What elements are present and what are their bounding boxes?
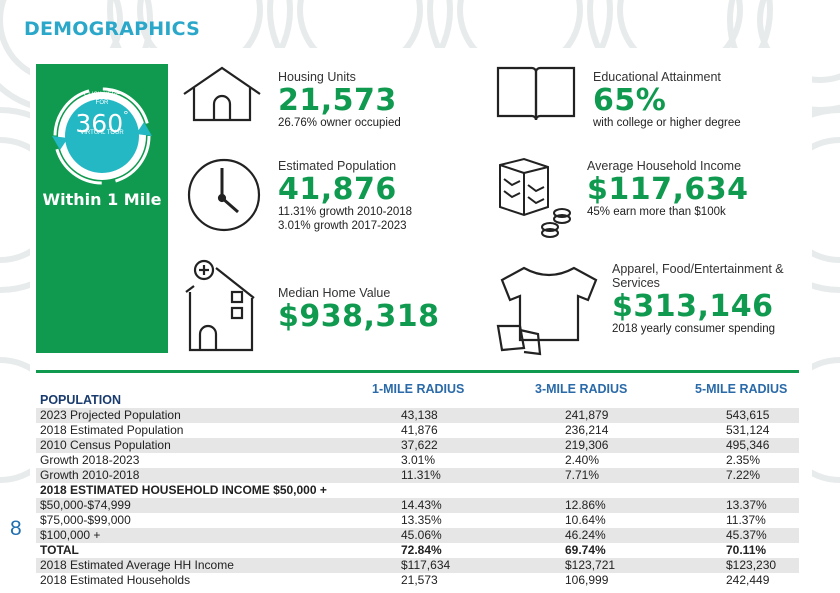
stat-sub: 11.31% growth 2010-2018 [278, 206, 413, 218]
stat-label: Services [612, 276, 660, 290]
stat-value: $117,634 [587, 172, 749, 207]
book-icon [494, 62, 578, 124]
virtual-tour-button[interactable]: CLICK HERE FOR 360° VIRTUAL TOUR [48, 82, 156, 190]
table-row: 2018 Estimated Population 41,876 236,214 53… [40, 423, 770, 437]
col-header-3mile: 3-MILE RADIUS [535, 382, 628, 396]
section-population: POPULATION [40, 393, 122, 407]
stat-housing-units: Housing Units 21,573 26.76% owner occupi… [278, 70, 401, 131]
stat-population: Estimated Population 41,876 11.31% growt… [278, 159, 412, 233]
stat-label: Educational Attainment [593, 70, 721, 84]
stat-education: Educational Attainment 65% with college … [593, 70, 741, 131]
stat-value: 65% [593, 83, 667, 118]
stat-label: Estimated Population [278, 159, 397, 173]
table-row: 2018 Estimated Average HH Income $117,634… [36, 558, 799, 573]
stat-value: 41,876 [278, 172, 397, 207]
stat-label: Apparel, Food/Entertainment & [612, 262, 784, 276]
stat-label: Housing Units [278, 70, 356, 84]
tour-circle [65, 99, 139, 173]
stat-spending: Apparel, Food/Entertainment & Services $… [612, 262, 784, 337]
stat-sub: 3.01% growth 2017-2023 [278, 219, 407, 232]
within-label: Within 1 Mile [42, 190, 162, 209]
page-number: 8 [10, 517, 22, 540]
house-plus-icon [180, 258, 264, 354]
stat-value: 21,573 [278, 83, 397, 118]
stat-income: Average Household Income $117,634 45% ea… [587, 159, 749, 220]
stat-sub: 26.76% owner occupied [278, 117, 401, 129]
col-header-5mile: 5-MILE RADIUS [695, 382, 788, 396]
stat-value: $938,318 [278, 299, 440, 334]
clock-icon [184, 156, 264, 234]
table-row-total: TOTAL 72.84% 69.74% 70.11% [40, 543, 767, 557]
stat-sub: 2018 yearly consumer spending [612, 323, 776, 335]
house-icon [180, 64, 264, 124]
tour-360: 360° [75, 109, 129, 138]
tour-line1: CLICK HERE [83, 92, 120, 98]
table-row: 2010 Census Population 37,622 219,306 495,3… [36, 438, 799, 453]
table-top-rule [36, 370, 799, 373]
stat-label: Average Household Income [587, 159, 742, 173]
tour-line3: VIRTUAL TOUR [80, 130, 124, 136]
table-row: $75,000-$99,000 13.35% 10.64% 11.37% [40, 513, 766, 527]
table-row: $100,000 +45.06% 46.24% 45.37% [36, 528, 799, 543]
table-row: Growth 2010-2018 11.31% 7.71% 7.22% [36, 468, 799, 483]
tour-line2: FOR [95, 100, 109, 106]
table-row: $50,000-$74,999 14.43% 12.86% 13.37% [36, 498, 799, 513]
table-row: Growth 2018-2023 3.01% 2.40% 2.35% [40, 453, 761, 467]
section-household-income: 2018 ESTIMATED HOUSEHOLD INCOME $50,000 … [40, 483, 327, 497]
stat-sub: 45% earn more than $100k [587, 206, 726, 218]
stat-label: Median Home Value [278, 286, 391, 300]
shirt-glasses-icon [494, 264, 604, 358]
stat-home-value: Median Home Value $938,318 [278, 286, 440, 333]
page-title: DEMOGRAPHICS [24, 18, 201, 40]
stat-value: $313,146 [612, 289, 774, 324]
stat-sub: with college or higher degree [593, 117, 741, 129]
money-stack-icon [494, 155, 574, 241]
table-row: 2023 Projected Population 43,138 241,879 54… [36, 408, 799, 423]
table-row: 2018 Estimated Households 21,573 106,999 24… [40, 573, 770, 587]
col-header-1mile: 1-MILE RADIUS [372, 382, 465, 396]
